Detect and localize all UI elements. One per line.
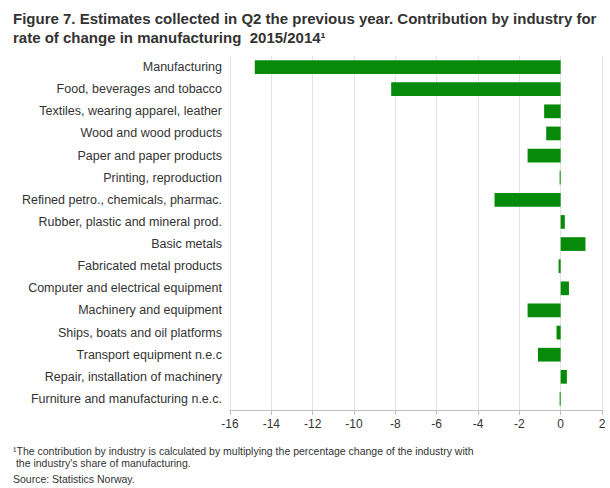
svg-text:-16: -16 [221,417,239,431]
svg-text:¹The contribution by industry: ¹The contribution by industry is calcula… [13,445,474,457]
svg-text:Source: Statistics Norway.: Source: Statistics Norway. [13,473,135,485]
svg-text:Basic metals: Basic metals [151,237,222,251]
svg-text:-14: -14 [263,417,281,431]
svg-text:-4: -4 [473,417,484,431]
svg-text:Refined petro., chemicals, pha: Refined petro., chemicals, pharmac. [22,193,222,207]
svg-text:Textiles, wearing apparel, lea: Textiles, wearing apparel, leather [39,104,222,118]
svg-text:0: 0 [557,417,564,431]
svg-text:Machinery and equipment: Machinery and equipment [78,303,222,317]
svg-text:Food, beverages and tobacco: Food, beverages and tobacco [57,82,222,96]
svg-text:Repair, installation of machin: Repair, installation of machinery [45,370,223,384]
svg-text:Manufacturing: Manufacturing [143,60,222,74]
svg-text:Rubber, plastic and mineral pr: Rubber, plastic and mineral prod. [39,215,222,229]
svg-text:-8: -8 [390,417,401,431]
svg-text:Computer and electrical equipm: Computer and electrical equipment [28,281,222,295]
svg-text:-10: -10 [345,417,363,431]
svg-text:Transport equipment n.e.c: Transport equipment n.e.c [77,348,222,362]
svg-text:the industry's share of manufa: the industry's share of manufacturing. [13,457,191,469]
svg-text:Figure 7. Estimates collected: Figure 7. Estimates collected in Q2 the … [13,10,601,27]
svg-text:-6: -6 [431,417,442,431]
svg-text:Paper and paper products: Paper and paper products [77,149,222,163]
svg-text:Ships, boats and oil platforms: Ships, boats and oil platforms [58,326,222,340]
svg-text:-12: -12 [304,417,322,431]
svg-text:Furniture and manufacturing n.: Furniture and manufacturing n.e.c. [31,392,222,406]
svg-text:Fabricated metal products: Fabricated metal products [77,259,222,273]
svg-text:rate of change in manufacturin: rate of change in manufacturing 2015/201… [13,29,326,46]
svg-text:-2: -2 [514,417,525,431]
svg-text:Wood and wood products: Wood and wood products [80,126,222,140]
svg-text:Printing, reproduction: Printing, reproduction [103,171,222,185]
svg-text:2: 2 [599,417,606,431]
